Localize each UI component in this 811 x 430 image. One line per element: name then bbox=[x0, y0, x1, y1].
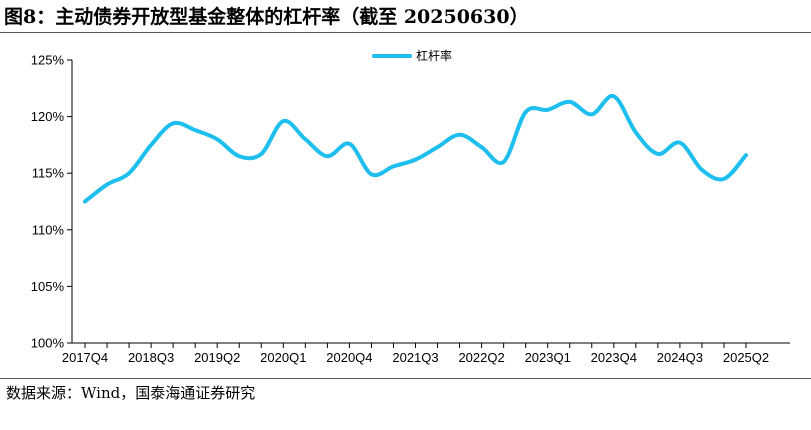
data-point bbox=[700, 168, 704, 172]
data-point bbox=[391, 164, 395, 168]
data-point bbox=[612, 94, 616, 98]
x-tick-label: 2019Q2 bbox=[194, 350, 240, 365]
data-point bbox=[414, 158, 418, 162]
x-tick-label: 2018Q3 bbox=[128, 350, 174, 365]
x-tick-label: 2024Q3 bbox=[657, 350, 703, 365]
data-point bbox=[369, 172, 373, 176]
data-point bbox=[524, 110, 528, 114]
x-tick-label: 2023Q1 bbox=[525, 350, 571, 365]
data-point bbox=[303, 137, 307, 141]
title-divider bbox=[0, 32, 811, 33]
series-line-leverage bbox=[83, 94, 748, 204]
data-point bbox=[656, 152, 660, 156]
data-point bbox=[171, 121, 175, 125]
data-point bbox=[127, 171, 131, 175]
data-point bbox=[678, 141, 682, 145]
x-tick-label: 2025Q2 bbox=[723, 350, 769, 365]
data-point bbox=[105, 183, 109, 187]
leverage-line-chart: 100%105%110%115%120%125% 2017Q4 2018Q3 201… bbox=[31, 48, 790, 365]
data-point bbox=[568, 100, 572, 104]
data-point bbox=[634, 130, 638, 134]
data-point bbox=[436, 145, 440, 149]
x-tick-label: 2017Q4 bbox=[62, 350, 108, 365]
data-point bbox=[722, 177, 726, 181]
data-point bbox=[347, 142, 351, 146]
data-point bbox=[259, 152, 263, 156]
legend: 杠杆率 bbox=[372, 48, 452, 63]
y-tick-label: 105% bbox=[31, 279, 65, 294]
y-tick-label: 120% bbox=[31, 109, 65, 124]
data-point bbox=[480, 145, 484, 149]
data-point bbox=[458, 133, 462, 137]
data-point bbox=[281, 119, 285, 123]
data-point bbox=[193, 128, 197, 132]
x-tick-label: 2023Q4 bbox=[591, 350, 637, 365]
x-axis: 2017Q4 2018Q3 2019Q2 2020Q1 2020Q4 2021Q3 2022… bbox=[62, 342, 790, 365]
figure-title: 图8：主动债券开放型基金整体的杠杆率（截至 20250630） bbox=[4, 6, 529, 28]
data-point bbox=[215, 137, 219, 141]
y-tick-label: 125% bbox=[31, 53, 65, 68]
y-tick-label: 100% bbox=[31, 336, 65, 351]
data-point bbox=[590, 112, 594, 116]
data-point bbox=[325, 154, 329, 158]
y-axis: 100% 105% 110% 115% 120% 125% bbox=[31, 53, 73, 351]
footer-divider bbox=[0, 378, 811, 379]
y-tick-label: 110% bbox=[32, 222, 65, 237]
data-point bbox=[744, 153, 748, 157]
source-note: 数据来源：Wind，国泰海通证券研究 bbox=[6, 384, 256, 402]
y-tick-label: 115% bbox=[32, 166, 65, 181]
x-tick-label: 2020Q4 bbox=[326, 350, 372, 365]
data-point bbox=[546, 108, 550, 112]
data-point bbox=[502, 160, 506, 164]
legend-label: 杠杆率 bbox=[416, 48, 452, 63]
x-tick-label: 2022Q2 bbox=[458, 350, 504, 365]
x-tick-label: 2020Q1 bbox=[260, 350, 306, 365]
data-point bbox=[237, 154, 241, 158]
series-layer bbox=[83, 94, 748, 204]
data-point bbox=[149, 143, 153, 147]
data-point bbox=[83, 200, 87, 204]
x-tick-label: 2021Q3 bbox=[392, 350, 438, 365]
